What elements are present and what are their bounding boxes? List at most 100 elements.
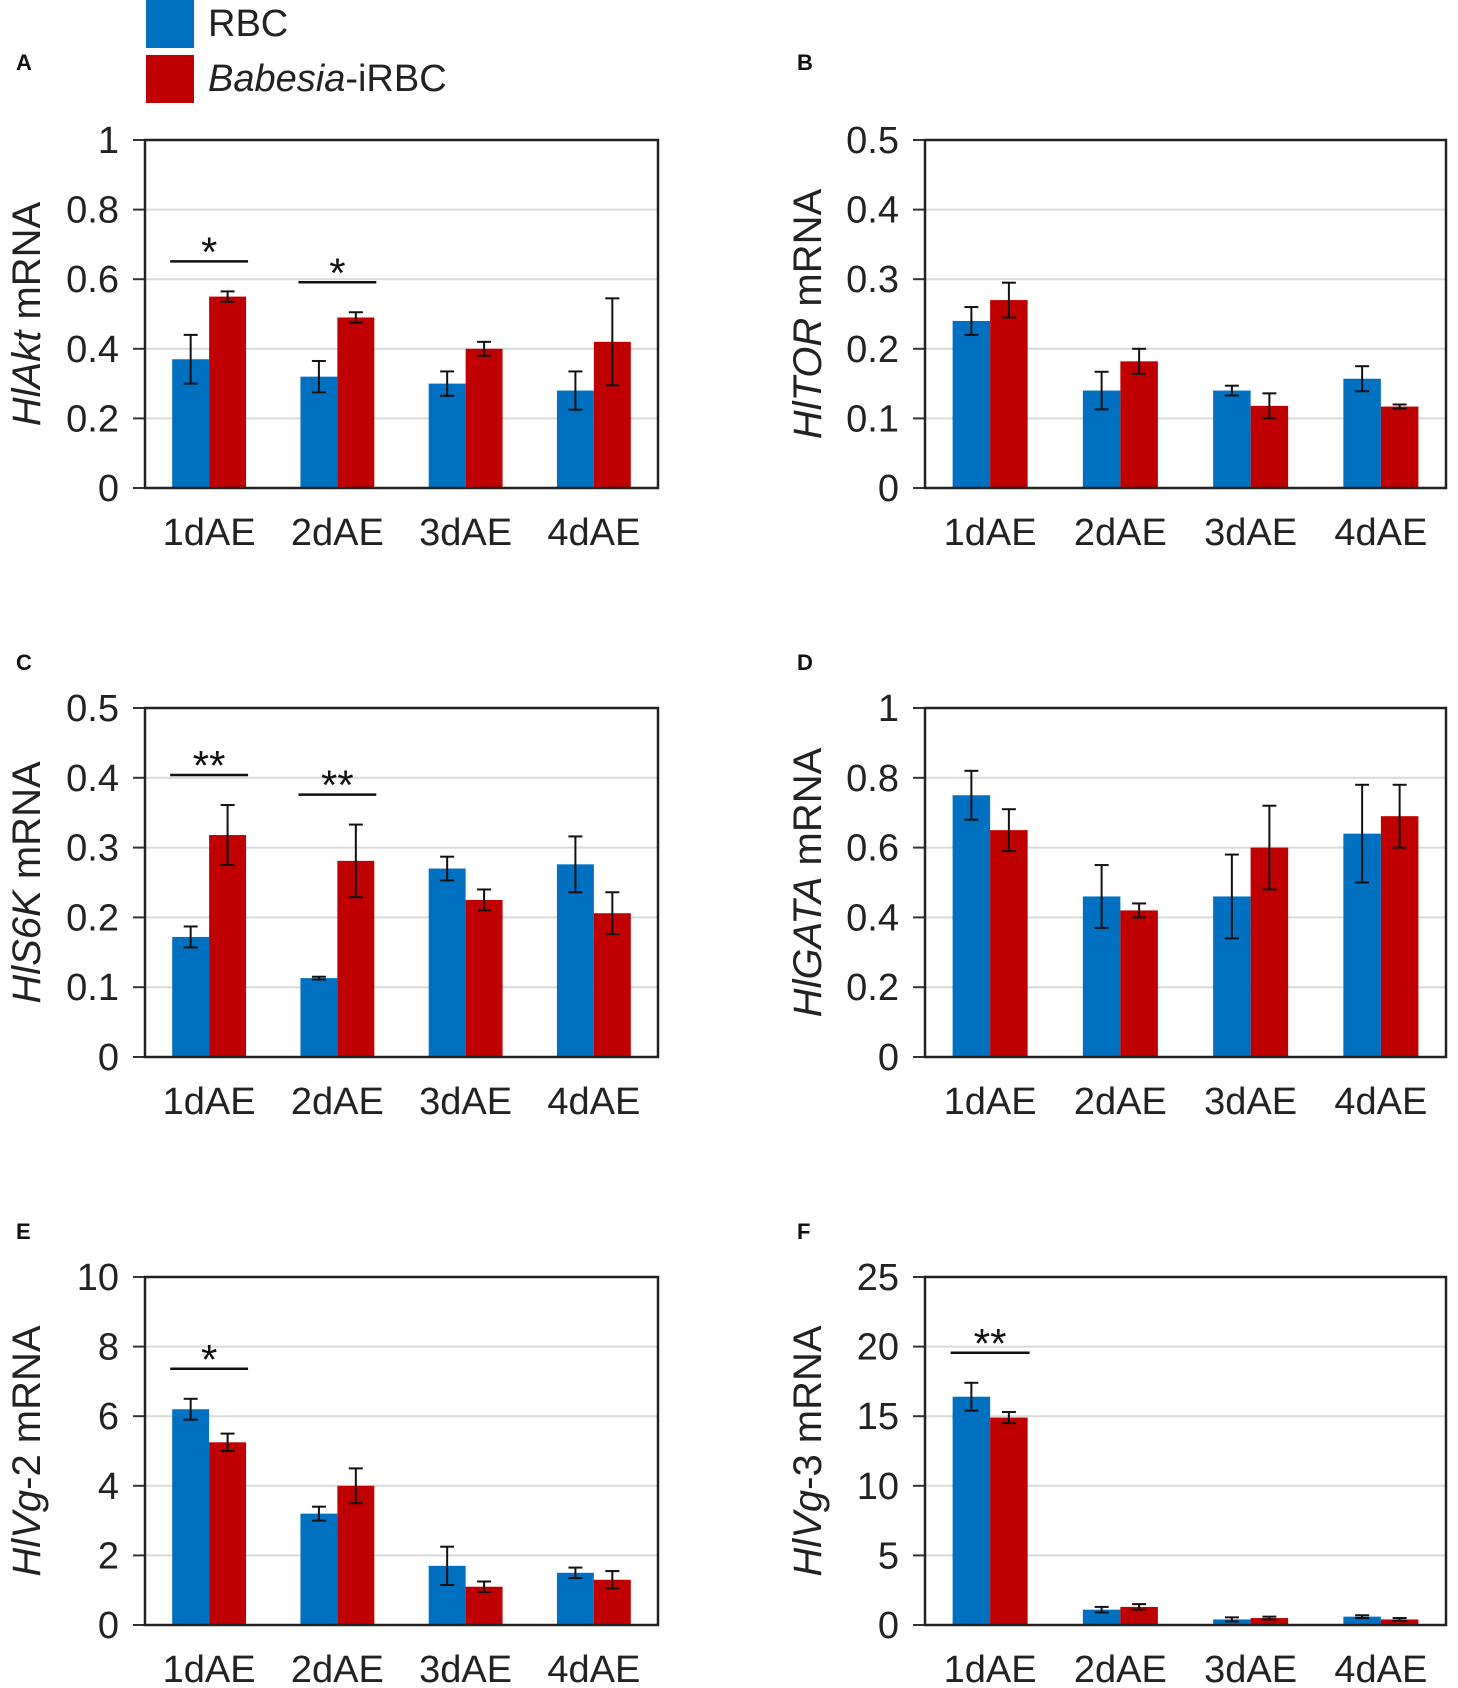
panel-a: A 0 0.2 0.4 0.6 0.8 1 HlAkt mRNA 1dAE 2dAE 3dAE 4dA… <box>5 50 660 554</box>
x-tick-label: 3dAE <box>419 1649 512 1688</box>
x-tick-label: 1dAE <box>944 1649 1037 1688</box>
y-tick-label: 0 <box>98 1037 119 1079</box>
y-tick-label: 0.6 <box>846 828 899 870</box>
bar-rbc-4dAE <box>556 1572 594 1625</box>
plot-frame <box>923 706 1448 1059</box>
panel-c: C 0 0.1 0.2 0.3 0.4 0.5 HlS6K mRNA 1dAE 2dAE 3dAE 4… <box>5 650 660 1123</box>
bar-rbc-4dAE <box>556 864 594 1057</box>
y-tick-label: 1 <box>878 688 899 730</box>
y-tick-label: 4 <box>98 1466 119 1508</box>
bar-babesia-3dAE <box>1250 405 1289 488</box>
x-tick-label: 3dAE <box>1204 1649 1297 1688</box>
legend-label-babesia-italic: Babesia <box>208 58 346 100</box>
y-tick-label: 1 <box>98 120 119 162</box>
bar-babesia-2dAE <box>337 1485 375 1625</box>
x-tick-label: 1dAE <box>163 1081 256 1123</box>
y-axis-title-rest: mRNA <box>786 747 830 876</box>
y-tick-label: 0 <box>878 1037 899 1079</box>
y-tick-label: 10 <box>857 1466 899 1508</box>
bar-babesia-1dAE <box>990 830 1028 1057</box>
y-tick-label: 0.2 <box>66 398 119 440</box>
y-tick-label: 0.4 <box>66 329 119 371</box>
legend-label-babesia-rest: -iRBC <box>345 58 447 100</box>
y-tick-label: 0.2 <box>846 329 899 371</box>
bar-rbc-3dAE <box>1213 390 1251 488</box>
y-axis-title-gene: HlTOR <box>786 318 830 439</box>
y-tick-label: 0.4 <box>846 190 899 232</box>
x-tick-label: 1dAE <box>163 1649 256 1688</box>
significance-marker: * <box>329 249 345 296</box>
y-tick-label: 0.5 <box>846 120 899 162</box>
bar-rbc-1dAE <box>172 936 210 1057</box>
y-axis-title-gene: HlS6K <box>5 888 49 1004</box>
bar-rbc-4dAE <box>1343 1616 1381 1625</box>
bar-babesia-1dAE <box>209 835 247 1057</box>
y-tick-label: 0 <box>98 468 119 510</box>
y-tick-label: 20 <box>857 1327 899 1369</box>
y-axis-title-gene: HlAkt <box>5 329 49 426</box>
y-tick-label: 0 <box>878 468 899 510</box>
bar-babesia-4dAE <box>1380 1619 1419 1625</box>
bar-rbc-2dAE <box>1082 1609 1121 1625</box>
x-tick-label: 3dAE <box>1204 512 1297 554</box>
x-tick-label: 1dAE <box>944 512 1037 554</box>
y-tick-label: 0.4 <box>66 758 119 800</box>
x-tick-label: 1dAE <box>944 1081 1037 1123</box>
x-tick-label: 2dAE <box>1074 1649 1167 1688</box>
bar-rbc-3dAE <box>428 868 466 1057</box>
plot-frame <box>923 1275 1448 1627</box>
y-axis-title: HlGATA mRNA <box>786 747 830 1017</box>
y-tick-label: 0 <box>878 1605 899 1647</box>
y-axis-title-rest: mRNA <box>786 188 830 317</box>
bar-babesia-1dAE <box>209 296 247 488</box>
y-axis-title-rest: -3 mRNA <box>786 1325 830 1490</box>
plot-frame <box>143 138 660 490</box>
bar-babesia-3dAE <box>465 899 503 1057</box>
significance-marker: * <box>201 228 217 275</box>
plot-frame <box>143 706 660 1059</box>
x-tick-label: 4dAE <box>1334 512 1427 554</box>
bar-rbc-2dAE <box>300 376 338 488</box>
y-axis-title-gene: HlVg <box>786 1490 830 1577</box>
x-tick-label: 4dAE <box>547 1649 640 1688</box>
x-tick-label: 4dAE <box>547 512 640 554</box>
y-axis-title-gene: HlVg <box>5 1490 49 1577</box>
y-tick-label: 0.3 <box>66 828 119 870</box>
y-axis-title: HlTOR mRNA <box>786 188 830 439</box>
y-tick-label: 0.8 <box>846 758 899 800</box>
x-tick-label: 4dAE <box>1334 1649 1427 1688</box>
y-tick-label: 8 <box>98 1327 119 1369</box>
bar-rbc-4dAE <box>1343 378 1381 488</box>
y-tick-label: 0.1 <box>846 398 899 440</box>
y-axis-title: HlVg-2 mRNA <box>5 1325 49 1576</box>
panel-label-c: C <box>16 650 32 675</box>
x-tick-label: 2dAE <box>1074 512 1167 554</box>
bar-babesia-3dAE <box>465 348 503 488</box>
y-tick-label: 10 <box>77 1257 119 1299</box>
y-axis-title: HlAkt mRNA <box>5 201 49 426</box>
y-axis-title-rest: -2 mRNA <box>5 1325 49 1490</box>
panel-d: D 0 0.2 0.4 0.6 0.8 1 HlGATA mRNA 1dAE 2dAE 3dAE 4d… <box>786 650 1448 1123</box>
x-tick-label: 3dAE <box>419 512 512 554</box>
y-axis-title: HlS6K mRNA <box>5 761 49 1004</box>
panel-b: B 0 0.1 0.2 0.3 0.4 0.5 HlTOR mRNA 1dAE 2dAE 3dAE 4… <box>786 50 1448 554</box>
x-tick-label: 2dAE <box>291 512 384 554</box>
panel-label-a: A <box>16 50 32 75</box>
bar-rbc-1dAE <box>952 320 991 488</box>
bar-rbc-1dAE <box>172 1409 210 1625</box>
significance-marker: * <box>201 1336 217 1383</box>
bar-babesia-1dAE <box>990 300 1028 488</box>
x-tick-label: 3dAE <box>1204 1081 1297 1123</box>
panel-label-d: D <box>797 650 813 675</box>
x-tick-label: 4dAE <box>547 1081 640 1123</box>
significance-marker: ** <box>974 1320 1007 1367</box>
significance-marker: ** <box>321 762 354 809</box>
legend-label-rbc: RBC <box>208 3 289 45</box>
bar-rbc-3dAE <box>428 383 466 488</box>
bar-rbc-1dAE <box>952 795 991 1057</box>
bar-babesia-4dAE <box>593 913 631 1057</box>
y-tick-label: 5 <box>878 1535 899 1577</box>
bar-rbc-2dAE <box>300 978 338 1057</box>
bar-babesia-1dAE <box>990 1417 1028 1625</box>
